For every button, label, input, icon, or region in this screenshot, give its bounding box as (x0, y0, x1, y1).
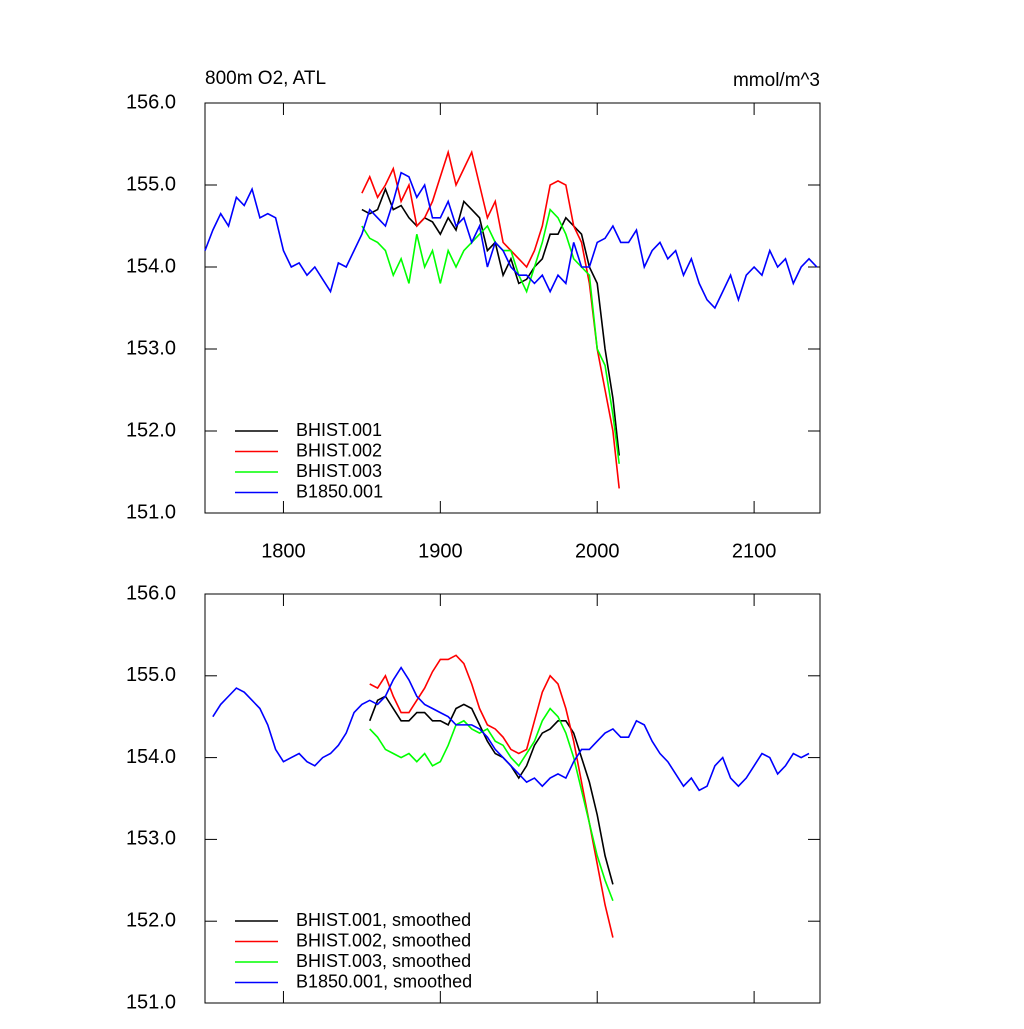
legend-label: BHIST.002 (296, 440, 382, 460)
series-line (361, 207, 620, 464)
plot-frame (204, 593, 821, 1004)
y-tick-label: 154.0 (126, 746, 176, 768)
y-tick-label: 156.0 (126, 91, 176, 113)
series-line (361, 186, 620, 456)
legend-label: B1850.001 (296, 481, 383, 501)
series-line (204, 171, 818, 310)
x-tick-label: 1800 (261, 540, 306, 562)
y-tick-label: 155.0 (126, 664, 176, 686)
units-label: mmol/m^3 (733, 70, 820, 91)
legend-label: BHIST.001 (296, 420, 382, 440)
series-line (369, 707, 614, 902)
y-tick-label: 152.0 (126, 909, 176, 931)
legend-label: B1850.001, smoothed (296, 971, 472, 991)
y-tick-label: 151.0 (126, 501, 176, 523)
y-tick-label: 153.0 (126, 337, 176, 359)
legend-label: BHIST.002, smoothed (296, 930, 471, 950)
legend-label: BHIST.003 (296, 461, 382, 481)
series-line (361, 149, 620, 489)
plot-frame (204, 102, 821, 514)
x-tick-label: 2100 (732, 540, 777, 562)
chart-title: 800m O2, ATL (205, 68, 326, 89)
legend-label: BHIST.003, smoothed (296, 951, 471, 971)
y-tick-label: 151.0 (126, 991, 176, 1013)
y-tick-label: 154.0 (126, 255, 176, 277)
series-line (369, 654, 614, 938)
series-line (212, 666, 810, 792)
y-tick-label: 155.0 (126, 173, 176, 195)
legend-label: BHIST.001, smoothed (296, 910, 471, 930)
x-tick-label: 2000 (575, 540, 620, 562)
y-tick-label: 152.0 (126, 419, 176, 441)
y-tick-label: 153.0 (126, 828, 176, 850)
y-tick-label: 156.0 (126, 582, 176, 604)
x-tick-label: 1900 (418, 540, 463, 562)
series-line (368, 695, 614, 885)
